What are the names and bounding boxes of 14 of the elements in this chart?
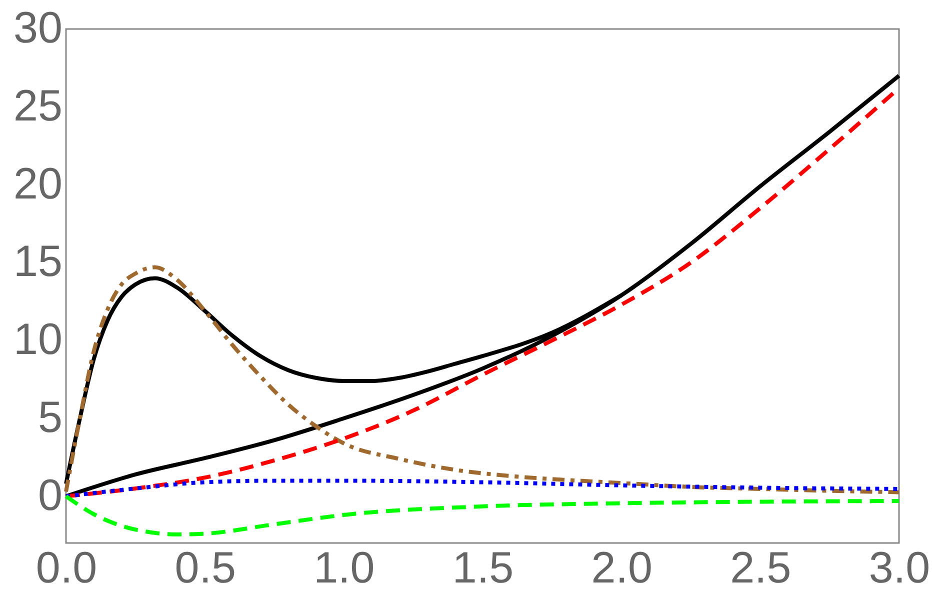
x-tick-label: 2.5 xyxy=(730,544,792,592)
x-tick-label: 1.0 xyxy=(314,544,375,592)
x-tick-label: 0.0 xyxy=(36,544,98,592)
y-tick-label: 25 xyxy=(14,81,62,130)
x-tick-label: 0.5 xyxy=(174,544,236,592)
y-tick-label: 0 xyxy=(38,470,62,520)
y-tick-label: 5 xyxy=(38,392,62,442)
x-tick-label: 3.0 xyxy=(868,544,930,592)
y-tick-label: 10 xyxy=(14,315,62,364)
y-tick-label: 30 xyxy=(14,4,62,52)
y-tick-label: 20 xyxy=(14,159,62,208)
x-tick-label: 2.0 xyxy=(591,544,652,592)
x-tick-label: 1.5 xyxy=(452,544,514,592)
y-tick-label: 15 xyxy=(14,237,62,286)
